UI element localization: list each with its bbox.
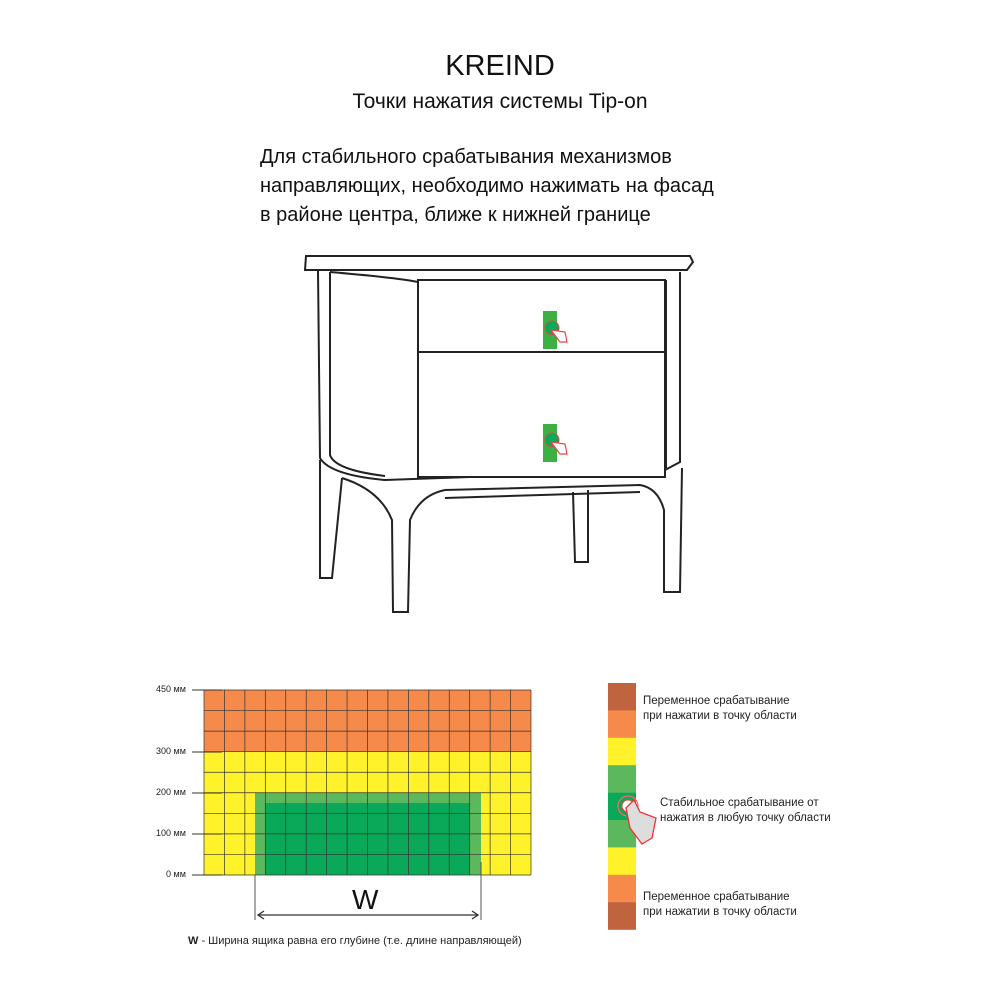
nightstand-illustration bbox=[303, 255, 695, 613]
legend-variable-top: Переменное срабатывание при нажатии в то… bbox=[643, 694, 797, 724]
legend-swatch bbox=[608, 847, 636, 875]
legend-swatch bbox=[608, 765, 636, 793]
legend-text: Стабильное срабатывание от bbox=[660, 797, 819, 809]
legend-text: нажатия в любую точку области bbox=[660, 812, 831, 824]
tick-label: 200 мм bbox=[156, 787, 186, 797]
legend-text: Переменное срабатывание bbox=[643, 891, 790, 903]
legend-swatch bbox=[608, 902, 636, 930]
legend-variable-bottom: Переменное срабатывание при нажатии в то… bbox=[643, 890, 797, 920]
page-subtitle: Точки нажатия системы Tip-on bbox=[352, 90, 648, 113]
legend-swatch bbox=[608, 874, 636, 903]
width-label: W bbox=[352, 884, 379, 915]
tick-label: 450 мм bbox=[156, 684, 186, 694]
legend-swatch bbox=[608, 737, 636, 766]
width-note-text: - Ширина ящика равна его глубине (т.е. д… bbox=[198, 935, 522, 947]
description: Для стабильного срабатывания механизмов … bbox=[260, 143, 714, 230]
width-note-key: W bbox=[188, 935, 199, 947]
description-line: в районе центра, ближе к нижней границе bbox=[260, 204, 651, 226]
width-note: W - Ширина ящика равна его глубине (т.е.… bbox=[188, 935, 522, 947]
brand-title: KREIND bbox=[445, 50, 555, 82]
tick-label: 300 мм bbox=[156, 746, 186, 756]
description-line: Для стабильного срабатывания механизмов bbox=[260, 146, 672, 168]
arrowhead-icon bbox=[256, 910, 480, 920]
tick-label: 0 мм bbox=[166, 869, 186, 879]
legend-stable: Стабильное срабатывание от нажатия в люб… bbox=[660, 796, 831, 826]
legend-text: при нажатии в точку области bbox=[643, 906, 797, 918]
legend-swatch bbox=[608, 683, 636, 711]
press-point-top bbox=[543, 311, 568, 349]
legend-swatch bbox=[608, 710, 636, 738]
hand-pointer-icon bbox=[625, 798, 657, 845]
description-line: направляющих, необходимо нажимать на фас… bbox=[260, 175, 714, 197]
legend-text: при нажатии в точку области bbox=[643, 710, 797, 722]
legend-text: Переменное срабатывание bbox=[643, 695, 790, 707]
press-point-bottom bbox=[543, 424, 568, 462]
tick-label: 100 мм bbox=[156, 828, 186, 838]
